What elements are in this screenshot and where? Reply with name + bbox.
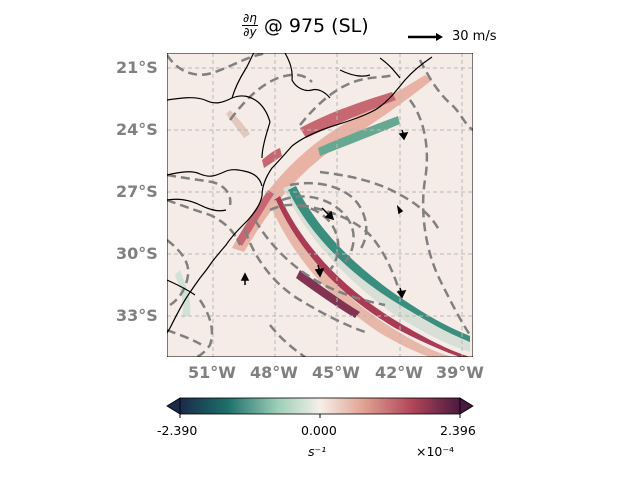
map-panel <box>167 53 473 357</box>
lon-label-45w: 45°W <box>312 363 360 382</box>
title-numerator: ∂η <box>242 11 258 26</box>
title-text: @ 975 (SL) <box>263 14 369 37</box>
colorbar-max-label: 2.396 <box>440 423 476 438</box>
lat-label-21s: 21°S <box>116 58 158 77</box>
reference-vector-label: 30 m/s <box>452 29 497 44</box>
lat-label-30s: 30°S <box>116 244 158 263</box>
lat-label-27s: 27°S <box>116 182 158 201</box>
lon-label-48w: 48°W <box>250 363 298 382</box>
lat-label-24s: 24°S <box>116 120 158 139</box>
contour-lines <box>167 53 473 357</box>
colorbar-min-label: -2.390 <box>157 423 198 438</box>
lon-label-51w: 51°W <box>188 363 236 382</box>
lon-label-42w: 42°W <box>375 363 423 382</box>
field-shading <box>175 75 470 357</box>
colorbar <box>166 397 474 418</box>
coastline <box>167 53 433 334</box>
title-fraction: ∂η ∂y <box>242 12 258 39</box>
lat-label-33s: 33°S <box>116 306 158 325</box>
colorbar-unit: s⁻¹ <box>308 444 327 459</box>
lon-label-39w: 39°W <box>436 363 484 382</box>
wind-vectors <box>240 129 409 299</box>
colorbar-mid-label: 0.000 <box>301 423 337 438</box>
title-denominator: ∂y <box>243 25 257 39</box>
figure-title: ∂η ∂y @ 975 (SL) <box>242 12 369 39</box>
reference-vector-arrow <box>408 33 443 41</box>
colorbar-scale: ×10⁻⁴ <box>416 444 454 459</box>
